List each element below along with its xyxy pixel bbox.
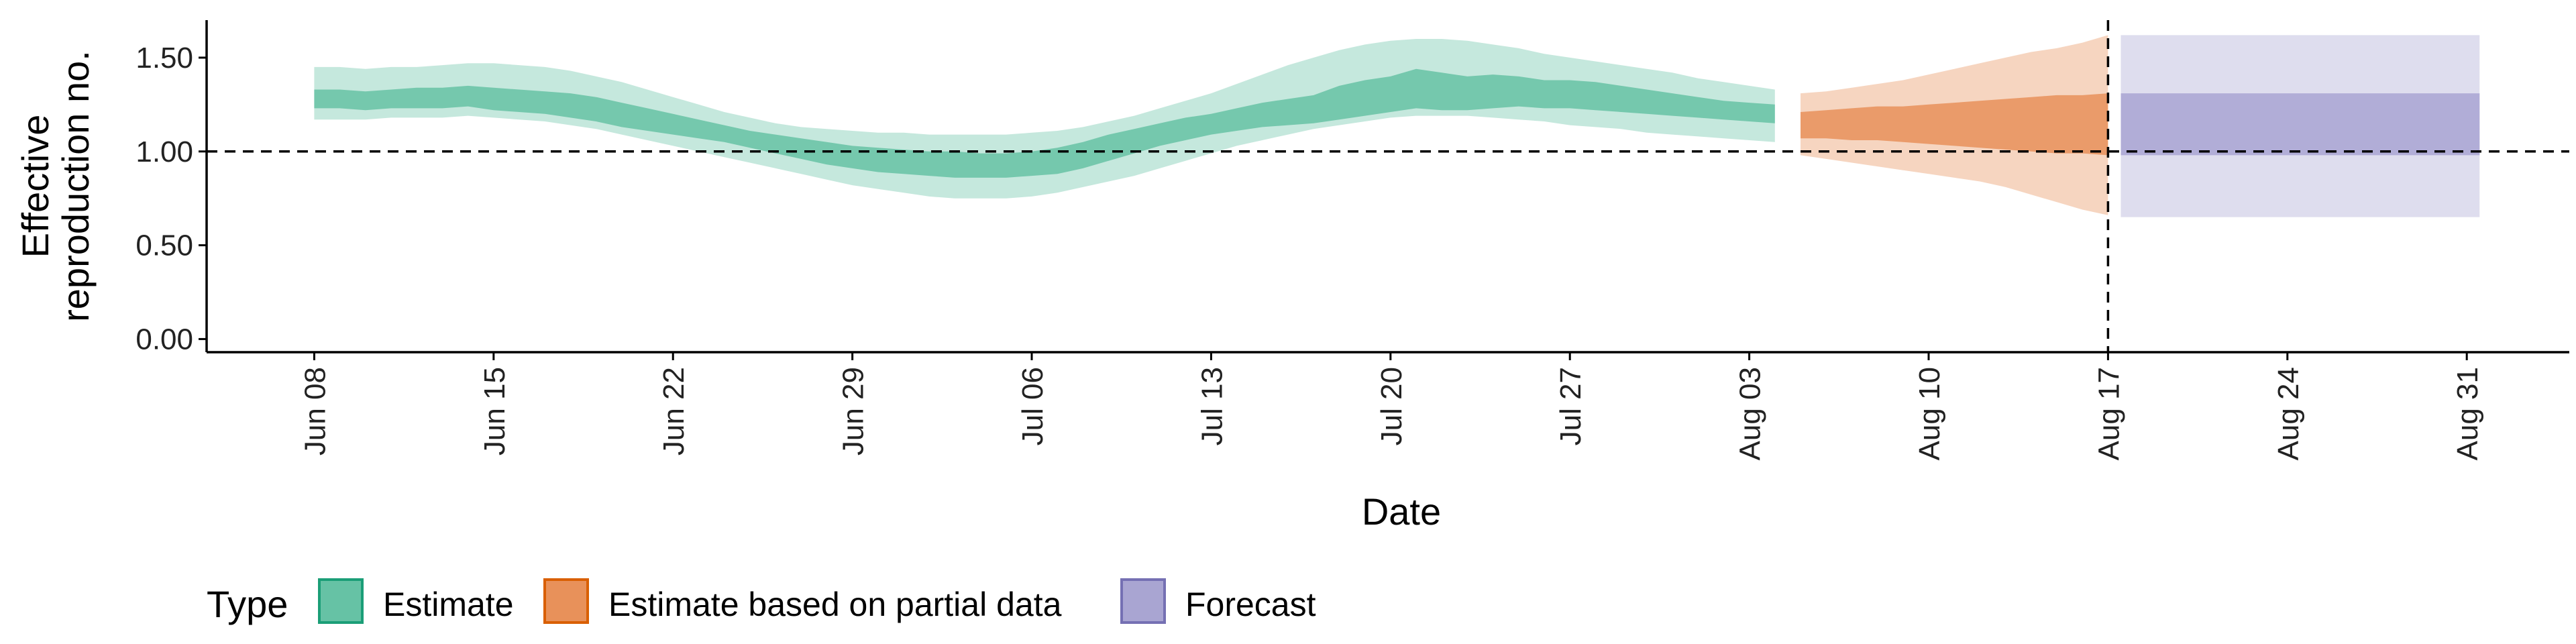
y-tick-label: 1.00	[136, 136, 193, 168]
x-tick-label: Aug 10	[1913, 367, 1946, 460]
y-tick-layer: 0.00 0.50 1.00 1.50	[136, 42, 207, 356]
legend-key-partial	[543, 578, 589, 624]
x-tick-label: Jul 06	[1016, 367, 1049, 445]
x-tick-label: Jun 15	[478, 367, 511, 455]
x-tick-label: Aug 31	[2451, 367, 2484, 460]
legend: Type Estimate Estimate based on partial …	[207, 578, 1316, 625]
legend-label-estimate: Estimate	[383, 586, 514, 623]
legend-title: Type	[207, 583, 288, 625]
x-tick-label: Jul 27	[1554, 367, 1587, 445]
legend-key-forecast	[1120, 578, 1166, 624]
legend-item-partial: Estimate based on partial data	[543, 578, 1062, 624]
x-tick-label: Jun 22	[657, 367, 690, 455]
band-50-estimate	[314, 68, 1775, 178]
y-axis-title-line-2: reproduction no.	[54, 50, 97, 322]
x-tick-layer: Jun 08 Jun 15 Jun 22 Jun 29 Jul 06 Jul 13 Jul …	[299, 352, 2484, 460]
legend-item-estimate: Estimate	[318, 578, 514, 624]
band-layer	[314, 35, 2480, 217]
x-tick-label: Jul 13	[1195, 367, 1228, 445]
x-tick-label: Aug 24	[2272, 367, 2305, 460]
x-tick-label: Jun 08	[299, 367, 331, 455]
legend-key-estimate	[318, 578, 364, 624]
plot-panel: 0.00 0.50 1.00 1.50 Jun 08 Jun 15 Jun 22 Jun 2…	[136, 20, 2569, 460]
band-50-forecast	[2121, 93, 2480, 156]
legend-label-forecast: Forecast	[1185, 586, 1316, 623]
legend-label-partial: Estimate based on partial data	[608, 586, 1062, 623]
y-tick-label: 0.50	[136, 229, 193, 262]
x-tick-label: Aug 17	[2092, 367, 2125, 460]
x-tick-label: Aug 03	[1734, 367, 1767, 460]
x-axis-title: Date	[1362, 490, 1441, 533]
band-50-estimate-based-on-partial-data	[1801, 93, 2108, 156]
y-tick-label: 0.00	[136, 323, 193, 356]
x-tick-label: Jul 20	[1375, 367, 1408, 445]
y-axis-title: Effective reproduction no.	[14, 50, 97, 322]
legend-item-forecast: Forecast	[1120, 578, 1316, 624]
x-tick-label: Jun 29	[837, 367, 870, 455]
y-axis-title-line-1: Effective	[14, 115, 56, 258]
y-tick-label: 1.50	[136, 42, 193, 74]
